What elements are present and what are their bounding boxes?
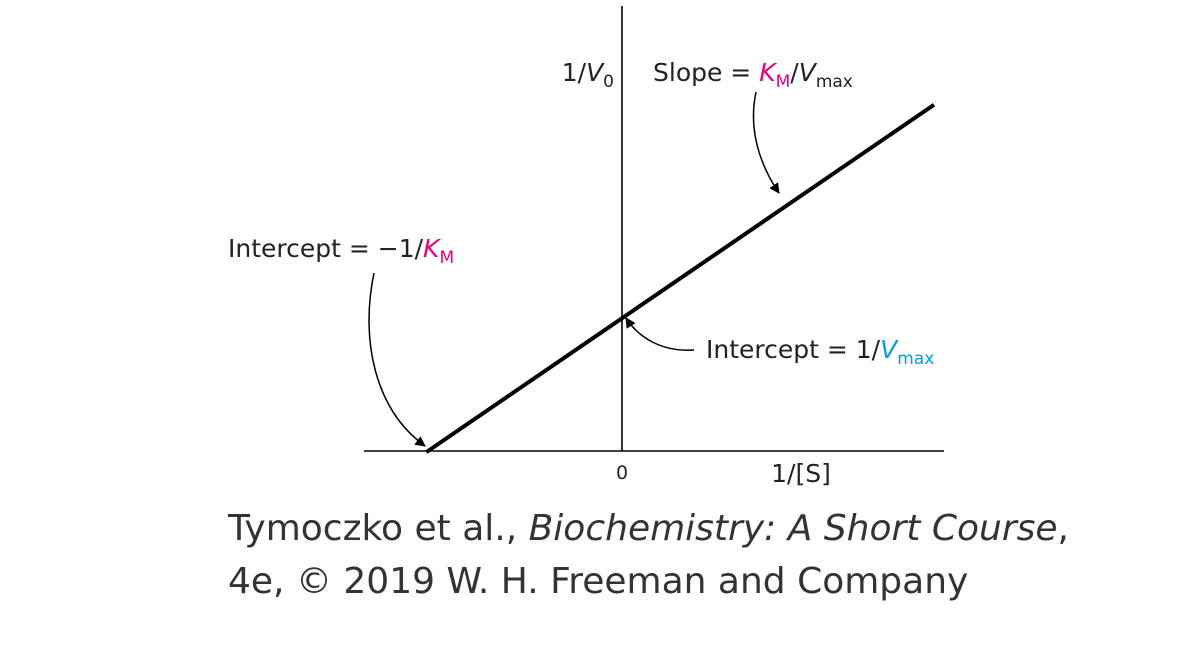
x-axis-label: 1/[S] <box>771 459 831 488</box>
series-line <box>425 103 936 454</box>
x-intercept-annotation: Intercept = −1/KM <box>228 234 454 268</box>
slope-annotation: Slope = KM/Vmax <box>653 58 853 92</box>
figure-caption: Tymoczko et al., Biochemistry: A Short C… <box>228 502 1128 608</box>
slope-arrow <box>752 91 780 194</box>
caption-authors: Tymoczko et al., <box>228 508 529 549</box>
caption-publication: , 4e, © 2019 W. H. Freeman and Company <box>228 508 1069 602</box>
x-tick-label: 0 <box>616 462 628 484</box>
lineweaver-burk-plot: 0 1/[S] 1/V0 Slope = KM/Vmax Intercept =… <box>228 6 944 488</box>
y-intercept-arrow <box>625 317 695 351</box>
x-intercept-arrow <box>368 272 426 447</box>
y-intercept-annotation: Intercept = 1/Vmax <box>706 335 934 369</box>
y-axis-label: 1/V0 <box>562 58 614 92</box>
caption-book-title: Biochemistry: A Short Course <box>528 508 1058 549</box>
